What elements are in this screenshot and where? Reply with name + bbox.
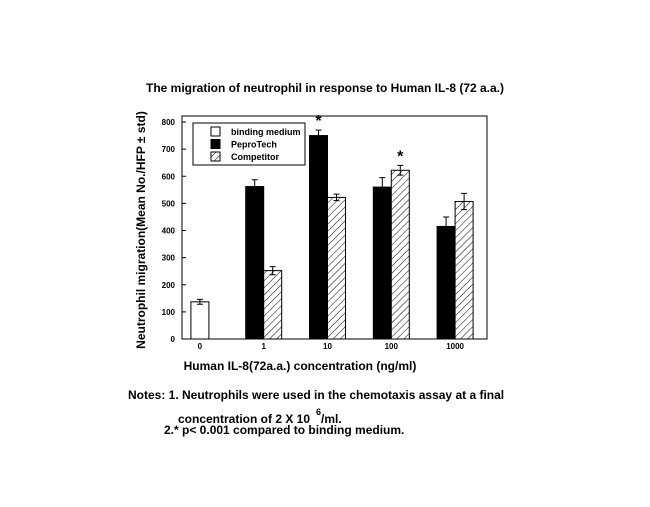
y-tick-label: 800 (162, 118, 176, 127)
y-axis-label: Neutrophil migration(Mean No./HFP ± std) (134, 111, 148, 349)
note-line: Notes: 1. Neutrophils were used in the c… (128, 388, 504, 402)
bar (327, 196, 346, 340)
y-tick-label: 400 (162, 227, 176, 236)
annotation: * (397, 148, 404, 165)
x-tick-label: 0 (198, 342, 203, 351)
error-bar (333, 193, 340, 202)
error-bar (397, 164, 404, 176)
y-tick-label: 100 (162, 308, 176, 317)
x-tick-label: 100 (385, 342, 399, 351)
x-tick-label: 1000 (446, 342, 464, 351)
legend-label: Competitor (231, 152, 279, 162)
y-tick-label: 500 (162, 199, 176, 208)
error-bar (269, 266, 276, 276)
error-bar (379, 177, 386, 198)
legend-label: binding medium (231, 127, 301, 137)
legend-swatch (210, 126, 221, 137)
bar (454, 200, 474, 340)
bar (263, 270, 283, 340)
bar (390, 169, 410, 340)
note-text: concentration of 2 X 10 (178, 412, 310, 426)
y-tick-label: 600 (162, 172, 176, 181)
bar (190, 301, 210, 340)
y-tick-label: 200 (162, 281, 176, 290)
annotation: * (315, 113, 322, 130)
bar (372, 186, 392, 340)
note-text: /ml. (321, 412, 342, 426)
note-line: concentration of 2 X 10 6/ml. (178, 407, 342, 426)
x-tick-label: 10 (323, 342, 332, 351)
x-tick-label: 1 (261, 342, 266, 351)
error-bar (443, 216, 450, 237)
legend-label: PeproTech (231, 140, 277, 150)
error-bar (196, 298, 203, 305)
legend-swatch (210, 151, 221, 162)
bar (436, 225, 456, 340)
x-axis-label: Human IL-8(72a.a.) concentration (ng/ml) (184, 359, 417, 373)
bar (245, 186, 265, 340)
note-superscript: 6 (316, 407, 321, 417)
error-bar (315, 129, 322, 142)
error-bar (251, 179, 258, 194)
y-tick-label: 700 (162, 145, 176, 154)
y-tick-label: 0 (171, 335, 176, 344)
legend-swatch (210, 139, 221, 149)
chart-title: The migration of neutrophil in response … (146, 81, 504, 95)
note-line: 2.* p< 0.001 compared to binding medium. (164, 423, 404, 437)
y-tick-label: 300 (162, 254, 176, 263)
error-bar (461, 192, 468, 211)
bar (309, 135, 328, 340)
